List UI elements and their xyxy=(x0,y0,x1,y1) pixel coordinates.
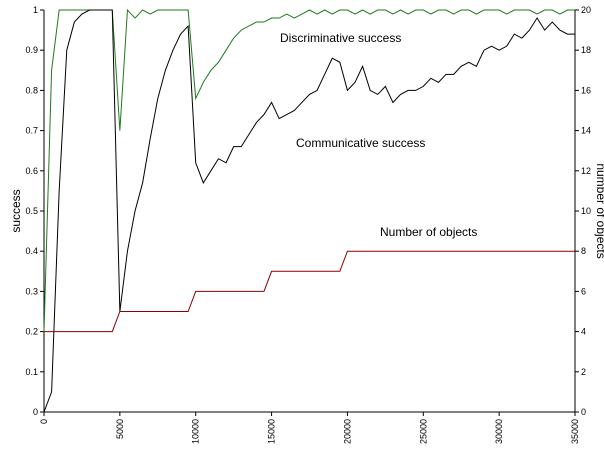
series-line xyxy=(43,8,575,332)
annotation: Discriminative success xyxy=(280,31,401,45)
x-tick-label: 20000 xyxy=(342,419,352,444)
y-tick-label: 0.2 xyxy=(25,327,38,337)
x-tick-label: 5000 xyxy=(115,419,125,439)
y2-tick-label: 0 xyxy=(581,407,586,417)
y2-tick-label: 14 xyxy=(581,126,591,136)
y-tick-label: 0.3 xyxy=(25,286,38,296)
y-tick-label: 1 xyxy=(33,5,38,15)
y2-axis-label: number of objects xyxy=(594,163,604,258)
y2-tick-label: 10 xyxy=(581,206,591,216)
x-tick-label: 25000 xyxy=(418,419,428,444)
y-tick-label: 0.8 xyxy=(25,85,38,95)
y2-tick-label: 6 xyxy=(581,286,586,296)
y-tick-label: 0 xyxy=(33,407,38,417)
x-tick-label: 30000 xyxy=(494,419,504,444)
annotation: Number of objects xyxy=(380,225,477,239)
y-tick-label: 0.6 xyxy=(25,166,38,176)
y2-tick-label: 2 xyxy=(581,367,586,377)
y-tick-label: 0.4 xyxy=(25,246,38,256)
y2-tick-label: 20 xyxy=(581,5,591,15)
y2-tick-label: 18 xyxy=(581,45,591,55)
y2-tick-label: 4 xyxy=(581,327,586,337)
series-line xyxy=(44,250,575,333)
x-tick-label: 15000 xyxy=(267,419,277,444)
y-axis-label: success xyxy=(9,189,23,232)
y2-tick-label: 16 xyxy=(581,85,591,95)
x-tick-label: 0 xyxy=(39,419,49,424)
y-tick-label: 0.9 xyxy=(25,45,38,55)
y-tick-label: 0.7 xyxy=(25,126,38,136)
y-tick-label: 0.1 xyxy=(25,367,38,377)
x-tick-label: 10000 xyxy=(191,419,201,444)
y-tick-label: 0.5 xyxy=(25,206,38,216)
series-line xyxy=(43,9,575,413)
x-tick-label: 35000 xyxy=(570,419,580,444)
y2-tick-label: 12 xyxy=(581,166,591,176)
y2-tick-label: 8 xyxy=(581,246,586,256)
annotation: Communicative success xyxy=(296,136,425,150)
